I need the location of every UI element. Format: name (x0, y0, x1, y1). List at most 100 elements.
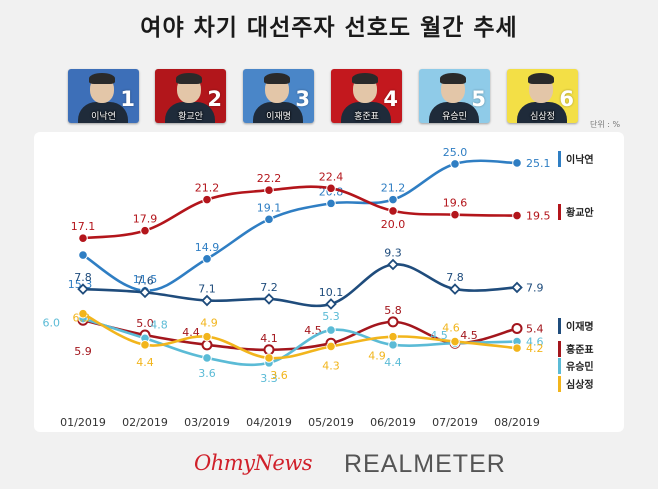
data-label-황교안-08/2019: 19.5 (526, 210, 551, 223)
data-point-홍준표-06/2019 (387, 316, 399, 328)
data-label-황교안-07/2019: 19.6 (443, 197, 468, 210)
x-tick-label-03/2019: 03/2019 (184, 416, 230, 429)
data-point-심상정-04/2019 (264, 353, 274, 363)
data-point-황교안-02/2019 (140, 225, 150, 236)
portrait-rank: 5 (471, 87, 486, 111)
portrait-rank: 6 (559, 87, 574, 111)
data-label-심상정-05/2019: 4.3 (322, 359, 340, 372)
data-label-이재명-01/2019: 7.8 (74, 271, 92, 284)
portrait-rank: 3 (295, 87, 310, 111)
data-point-이재명-05/2019 (325, 298, 337, 310)
data-label-이재명-02/2019: 7.6 (136, 274, 154, 287)
data-point-황교안-05/2019 (326, 183, 336, 194)
legend-swatch-홍준표 (558, 341, 561, 357)
data-label-이재명-03/2019: 7.1 (198, 283, 216, 296)
data-point-홍준표-03/2019 (201, 339, 213, 351)
legend-label-황교안: 황교안 (566, 206, 594, 219)
data-label-이낙연-08/2019: 25.1 (526, 157, 551, 170)
legend-swatch-이낙연 (558, 151, 561, 167)
data-label-유승민-01/2019: 6.0 (43, 317, 61, 330)
data-point-심상정-07/2019 (450, 336, 460, 347)
data-label-홍준표-04/2019: 4.1 (260, 332, 278, 345)
data-label-황교안-01/2019: 17.1 (71, 220, 96, 233)
data-point-유승민-05/2019 (326, 325, 336, 335)
data-label-홍준표-01/2019: 5.9 (74, 345, 92, 358)
data-label-유승민-08/2019: 4.6 (526, 336, 544, 349)
data-label-황교안-04/2019: 22.2 (257, 172, 282, 185)
data-point-이낙연-06/2019 (388, 194, 398, 205)
portrait-suit (341, 102, 391, 123)
legend-swatch-황교안 (558, 204, 561, 220)
x-tick-label-07/2019: 07/2019 (432, 416, 478, 429)
data-label-이낙연-07/2019: 25.0 (443, 146, 468, 159)
ohmynews-logo: OhmyNews (194, 451, 313, 475)
portrait-hair (264, 73, 290, 84)
series-황교안: 17.1 17.9 21.2 22.2 22.4 20.0 19.6 19.5 (71, 170, 551, 243)
data-label-홍준표-06/2019: 5.8 (384, 304, 402, 317)
data-point-이낙연-07/2019 (450, 159, 460, 169)
portrait-hair (176, 73, 202, 84)
portrait-name: 심상정 (530, 112, 555, 122)
legend-label-홍준표: 홍준표 (566, 343, 594, 356)
portrait-suit (429, 102, 479, 123)
data-label-황교안-06/2019: 20.0 (381, 218, 406, 231)
portrait-rank: 2 (207, 87, 222, 111)
series-line-황교안 (82, 185, 518, 240)
portrait-name: 황교안 (178, 112, 203, 122)
data-point-황교안-01/2019 (78, 233, 88, 243)
data-label-유승민-02/2019: 4.8 (150, 318, 168, 331)
data-point-황교안-08/2019 (512, 210, 522, 221)
portrait-suit (78, 102, 128, 123)
data-label-이낙연-04/2019: 19.1 (257, 201, 282, 214)
data-point-이낙연-08/2019 (512, 158, 522, 168)
data-point-이재명-03/2019 (201, 294, 213, 307)
portrait-name: 이재명 (266, 112, 291, 122)
legend-swatch-이재명 (558, 318, 561, 334)
data-point-황교안-03/2019 (202, 194, 212, 205)
x-tick-label-01/2019: 01/2019 (60, 416, 106, 429)
data-point-심상정-05/2019 (326, 341, 336, 352)
legend-label-이낙연: 이낙연 (566, 153, 594, 166)
data-label-이재명-05/2019: 10.1 (319, 286, 344, 299)
x-tick-label-02/2019: 02/2019 (122, 416, 168, 429)
portrait-hair (89, 73, 115, 84)
data-point-이재명-02/2019 (139, 286, 151, 299)
portrait-suit (517, 102, 567, 123)
data-point-황교안-07/2019 (450, 209, 460, 220)
data-label-이재명-04/2019: 7.2 (260, 281, 278, 294)
data-label-심상정-08/2019: 4.2 (526, 342, 544, 355)
data-label-심상정-06/2019: 4.9 (368, 350, 386, 363)
series-심상정: 6.34.44.93.64.34.94.64.2 (73, 308, 544, 382)
legend-label-심상정: 심상정 (566, 378, 594, 391)
data-point-심상정-01/2019 (78, 308, 88, 319)
data-label-이재명-06/2019: 9.3 (384, 246, 402, 259)
data-point-심상정-08/2019 (512, 343, 522, 353)
data-label-이낙연-03/2019: 14.9 (195, 241, 220, 254)
portrait-2: 2 황교안 (155, 69, 226, 123)
data-point-이재명-07/2019 (449, 283, 461, 295)
series-line-이낙연 (82, 159, 518, 293)
unit-label: 단위 : % (590, 120, 621, 129)
data-point-이재명-06/2019 (387, 258, 399, 271)
data-point-유승민-06/2019 (388, 340, 398, 350)
data-label-유승민-04/2019: 3.3 (260, 372, 278, 385)
data-point-심상정-06/2019 (388, 331, 398, 342)
candidate-portraits: 1 이낙연 2 황교안 3 이재명 4 홍준표 5 유승민 6 심상정 (68, 69, 588, 123)
page-title: 여야 차기 대선주자 선호도 월간 추세 (140, 15, 518, 41)
portrait-rank: 4 (383, 87, 398, 111)
data-label-유승민-03/2019: 3.6 (198, 367, 216, 380)
data-point-심상정-02/2019 (140, 340, 150, 350)
portrait-suit (253, 102, 303, 123)
x-tick-label-04/2019: 04/2019 (246, 416, 292, 429)
portrait-name: 유승민 (442, 112, 467, 122)
x-tick-label-08/2019: 08/2019 (494, 416, 540, 429)
realmeter-logo: REALMETER (344, 450, 506, 478)
data-label-홍준표-03/2019: 4.4 (182, 326, 200, 339)
data-label-황교안-05/2019: 22.4 (319, 170, 344, 183)
data-label-유승민-05/2019: 5.3 (322, 310, 340, 323)
data-point-심상정-03/2019 (202, 331, 212, 342)
data-label-홍준표-07/2019: 4.5 (460, 329, 478, 342)
portrait-suit (165, 102, 215, 123)
data-point-홍준표-08/2019 (511, 322, 523, 334)
data-label-이재명-07/2019: 7.8 (446, 271, 464, 284)
